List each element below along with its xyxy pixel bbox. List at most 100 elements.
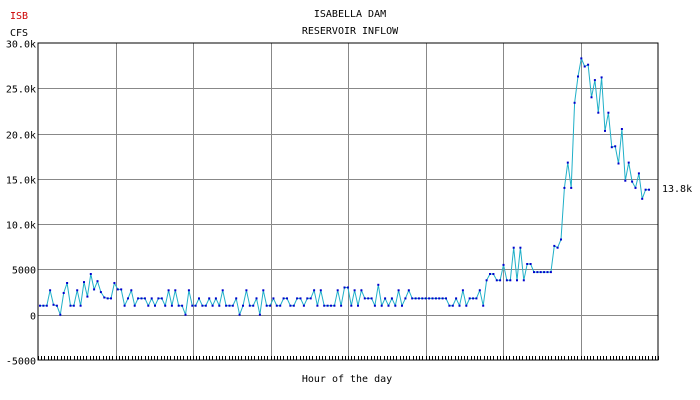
data-point: [191, 304, 194, 307]
data-point: [431, 297, 434, 300]
data-point: [194, 304, 197, 307]
data-point: [411, 297, 414, 300]
data-point: [401, 304, 403, 307]
data-point: [265, 304, 268, 307]
data-point: [475, 297, 478, 300]
data-point: [150, 297, 153, 300]
grid: [38, 43, 658, 360]
data-point: [319, 289, 322, 292]
data-point: [306, 297, 309, 300]
data-point: [468, 297, 471, 300]
data-point: [543, 271, 546, 274]
data-point: [214, 297, 217, 300]
data-point: [204, 304, 207, 307]
data-point: [407, 289, 410, 292]
data-point: [269, 304, 272, 307]
data-point: [604, 129, 606, 132]
y-tick-label: -5000: [6, 357, 36, 368]
data-point: [566, 161, 569, 164]
data-point: [549, 271, 552, 274]
data-point: [218, 304, 221, 307]
data-point: [360, 289, 363, 292]
data-point: [553, 244, 556, 247]
data-point: [235, 297, 238, 300]
data-point: [127, 297, 129, 300]
data-point: [600, 76, 603, 79]
data-point: [451, 304, 454, 307]
data-point: [445, 297, 447, 300]
x-axis-ticks: [38, 356, 659, 360]
data-point: [238, 313, 241, 316]
data-point: [86, 295, 89, 298]
data-point: [296, 297, 299, 300]
x-axis-label: Hour of the day: [302, 374, 392, 385]
data-point: [380, 304, 383, 307]
y-tick-label: 15.0k: [6, 176, 36, 187]
data-point: [59, 313, 62, 316]
data-point: [99, 291, 102, 294]
unit-label: CFS: [10, 28, 28, 39]
data-point: [377, 283, 380, 286]
data-point: [428, 297, 431, 300]
data-point: [509, 279, 512, 282]
data-point: [472, 297, 475, 300]
data-point: [492, 273, 495, 275]
data-point: [563, 186, 566, 189]
plot-frame: [37, 42, 659, 361]
data-point: [106, 297, 109, 300]
data-point: [184, 313, 187, 316]
data-point: [350, 304, 353, 307]
data-point: [624, 179, 627, 182]
data-point: [143, 297, 146, 300]
data-point: [448, 304, 451, 307]
data-point: [130, 289, 133, 292]
data-point: [323, 304, 326, 307]
data-point: [367, 297, 370, 300]
data-point: [570, 186, 573, 189]
y-tick-label: 20.0k: [6, 131, 36, 142]
data-point: [170, 304, 173, 307]
data-point: [620, 128, 623, 130]
data-point: [160, 297, 163, 300]
data-point: [577, 75, 579, 78]
data-point: [248, 304, 251, 307]
data-point: [137, 297, 140, 300]
data-point: [309, 297, 312, 300]
data-point: [299, 297, 302, 300]
data-point: [637, 172, 640, 175]
data-point: [644, 188, 647, 191]
data-point: [96, 280, 99, 283]
data-point: [49, 289, 52, 292]
data-point: [245, 289, 248, 292]
data-point: [66, 282, 69, 284]
series-reservoir-inflow: [39, 56, 650, 317]
data-point: [627, 161, 630, 164]
y-tick-label: 10.0k: [6, 221, 36, 232]
data-point: [289, 304, 292, 307]
y-tick-label: 30.0k: [6, 40, 36, 51]
data-point: [302, 304, 305, 307]
data-point: [140, 297, 143, 300]
data-point: [533, 271, 535, 274]
data-point: [417, 297, 420, 300]
data-point: [211, 304, 214, 307]
data-point: [438, 297, 441, 300]
data-point: [489, 273, 491, 275]
data-point: [343, 286, 346, 289]
data-point: [546, 271, 549, 274]
data-point: [336, 289, 339, 292]
data-point: [441, 297, 444, 300]
data-point: [116, 288, 119, 291]
data-point: [69, 304, 72, 307]
data-point: [79, 304, 82, 307]
data-point: [590, 96, 593, 99]
data-point: [52, 303, 55, 306]
chart-title: ISABELLA DAM: [314, 9, 386, 20]
data-point: [120, 288, 123, 291]
data-point: [478, 289, 481, 292]
data-point: [390, 297, 393, 300]
data-point: [421, 297, 424, 300]
data-point: [522, 279, 525, 282]
data-point: [167, 289, 170, 292]
data-point: [272, 297, 275, 300]
